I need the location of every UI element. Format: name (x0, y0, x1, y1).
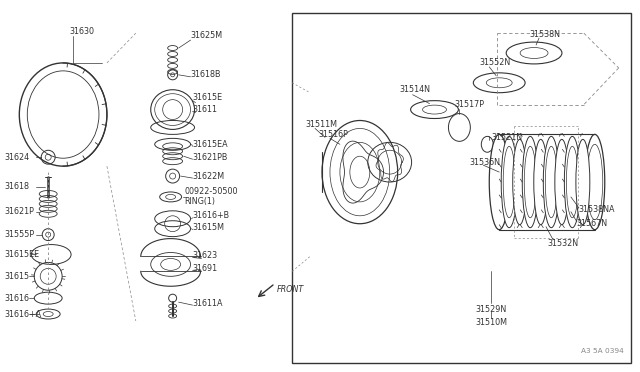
Ellipse shape (576, 140, 590, 225)
Ellipse shape (513, 140, 527, 225)
Text: 31615EE: 31615EE (4, 250, 40, 259)
Text: 31624: 31624 (4, 153, 29, 162)
Text: 00922-50500: 00922-50500 (184, 187, 238, 196)
Text: 31555P: 31555P (4, 230, 35, 239)
Ellipse shape (501, 137, 517, 228)
Ellipse shape (585, 134, 605, 230)
Text: 31529N: 31529N (476, 305, 507, 314)
Text: 31616+B: 31616+B (193, 211, 230, 220)
Text: RING(1): RING(1) (184, 198, 216, 206)
Ellipse shape (449, 113, 470, 141)
Text: 31622M: 31622M (193, 171, 225, 180)
Text: 31536N: 31536N (469, 158, 500, 167)
Text: 31611: 31611 (193, 105, 218, 114)
Text: 31621P: 31621P (4, 207, 35, 216)
Ellipse shape (411, 101, 458, 119)
Text: 31567N: 31567N (577, 219, 608, 228)
Ellipse shape (555, 140, 569, 225)
Ellipse shape (489, 134, 509, 230)
Text: 31615EA: 31615EA (193, 140, 228, 149)
Text: 31630: 31630 (69, 27, 94, 36)
Text: A3 5A 0394: A3 5A 0394 (581, 348, 623, 354)
Ellipse shape (151, 90, 195, 129)
Text: 31618B: 31618B (191, 70, 221, 79)
Text: 31616: 31616 (4, 294, 29, 303)
Text: 31516P: 31516P (318, 130, 348, 139)
Text: 31615M: 31615M (193, 223, 225, 232)
Text: 31517P: 31517P (454, 100, 484, 109)
Bar (292, 13, 630, 363)
Text: 31611A: 31611A (193, 299, 223, 308)
Text: 31538N: 31538N (529, 30, 560, 39)
Text: 31514N: 31514N (399, 85, 431, 94)
Text: 31616+A: 31616+A (4, 310, 42, 318)
Ellipse shape (506, 42, 562, 64)
Ellipse shape (534, 140, 548, 225)
Text: 31625M: 31625M (191, 31, 223, 40)
Text: 31691: 31691 (193, 264, 218, 273)
Ellipse shape (474, 73, 525, 93)
Text: 31623: 31623 (193, 251, 218, 260)
Ellipse shape (322, 121, 397, 224)
Text: 31538NA: 31538NA (579, 205, 616, 214)
Ellipse shape (564, 137, 580, 228)
Text: 31615: 31615 (4, 272, 29, 281)
Text: 31615E: 31615E (193, 93, 223, 102)
Text: FRONT: FRONT (277, 285, 305, 294)
Text: 31621PB: 31621PB (193, 153, 228, 162)
Ellipse shape (481, 137, 493, 152)
Text: 31618: 31618 (4, 183, 29, 192)
Ellipse shape (543, 137, 559, 228)
Ellipse shape (19, 63, 107, 166)
Text: 31521N: 31521N (492, 133, 522, 142)
Text: 31532N: 31532N (547, 239, 578, 248)
Text: 31510M: 31510M (476, 318, 508, 327)
Ellipse shape (522, 137, 538, 228)
Text: 31552N: 31552N (479, 58, 511, 67)
Text: 31511M: 31511M (305, 120, 337, 129)
